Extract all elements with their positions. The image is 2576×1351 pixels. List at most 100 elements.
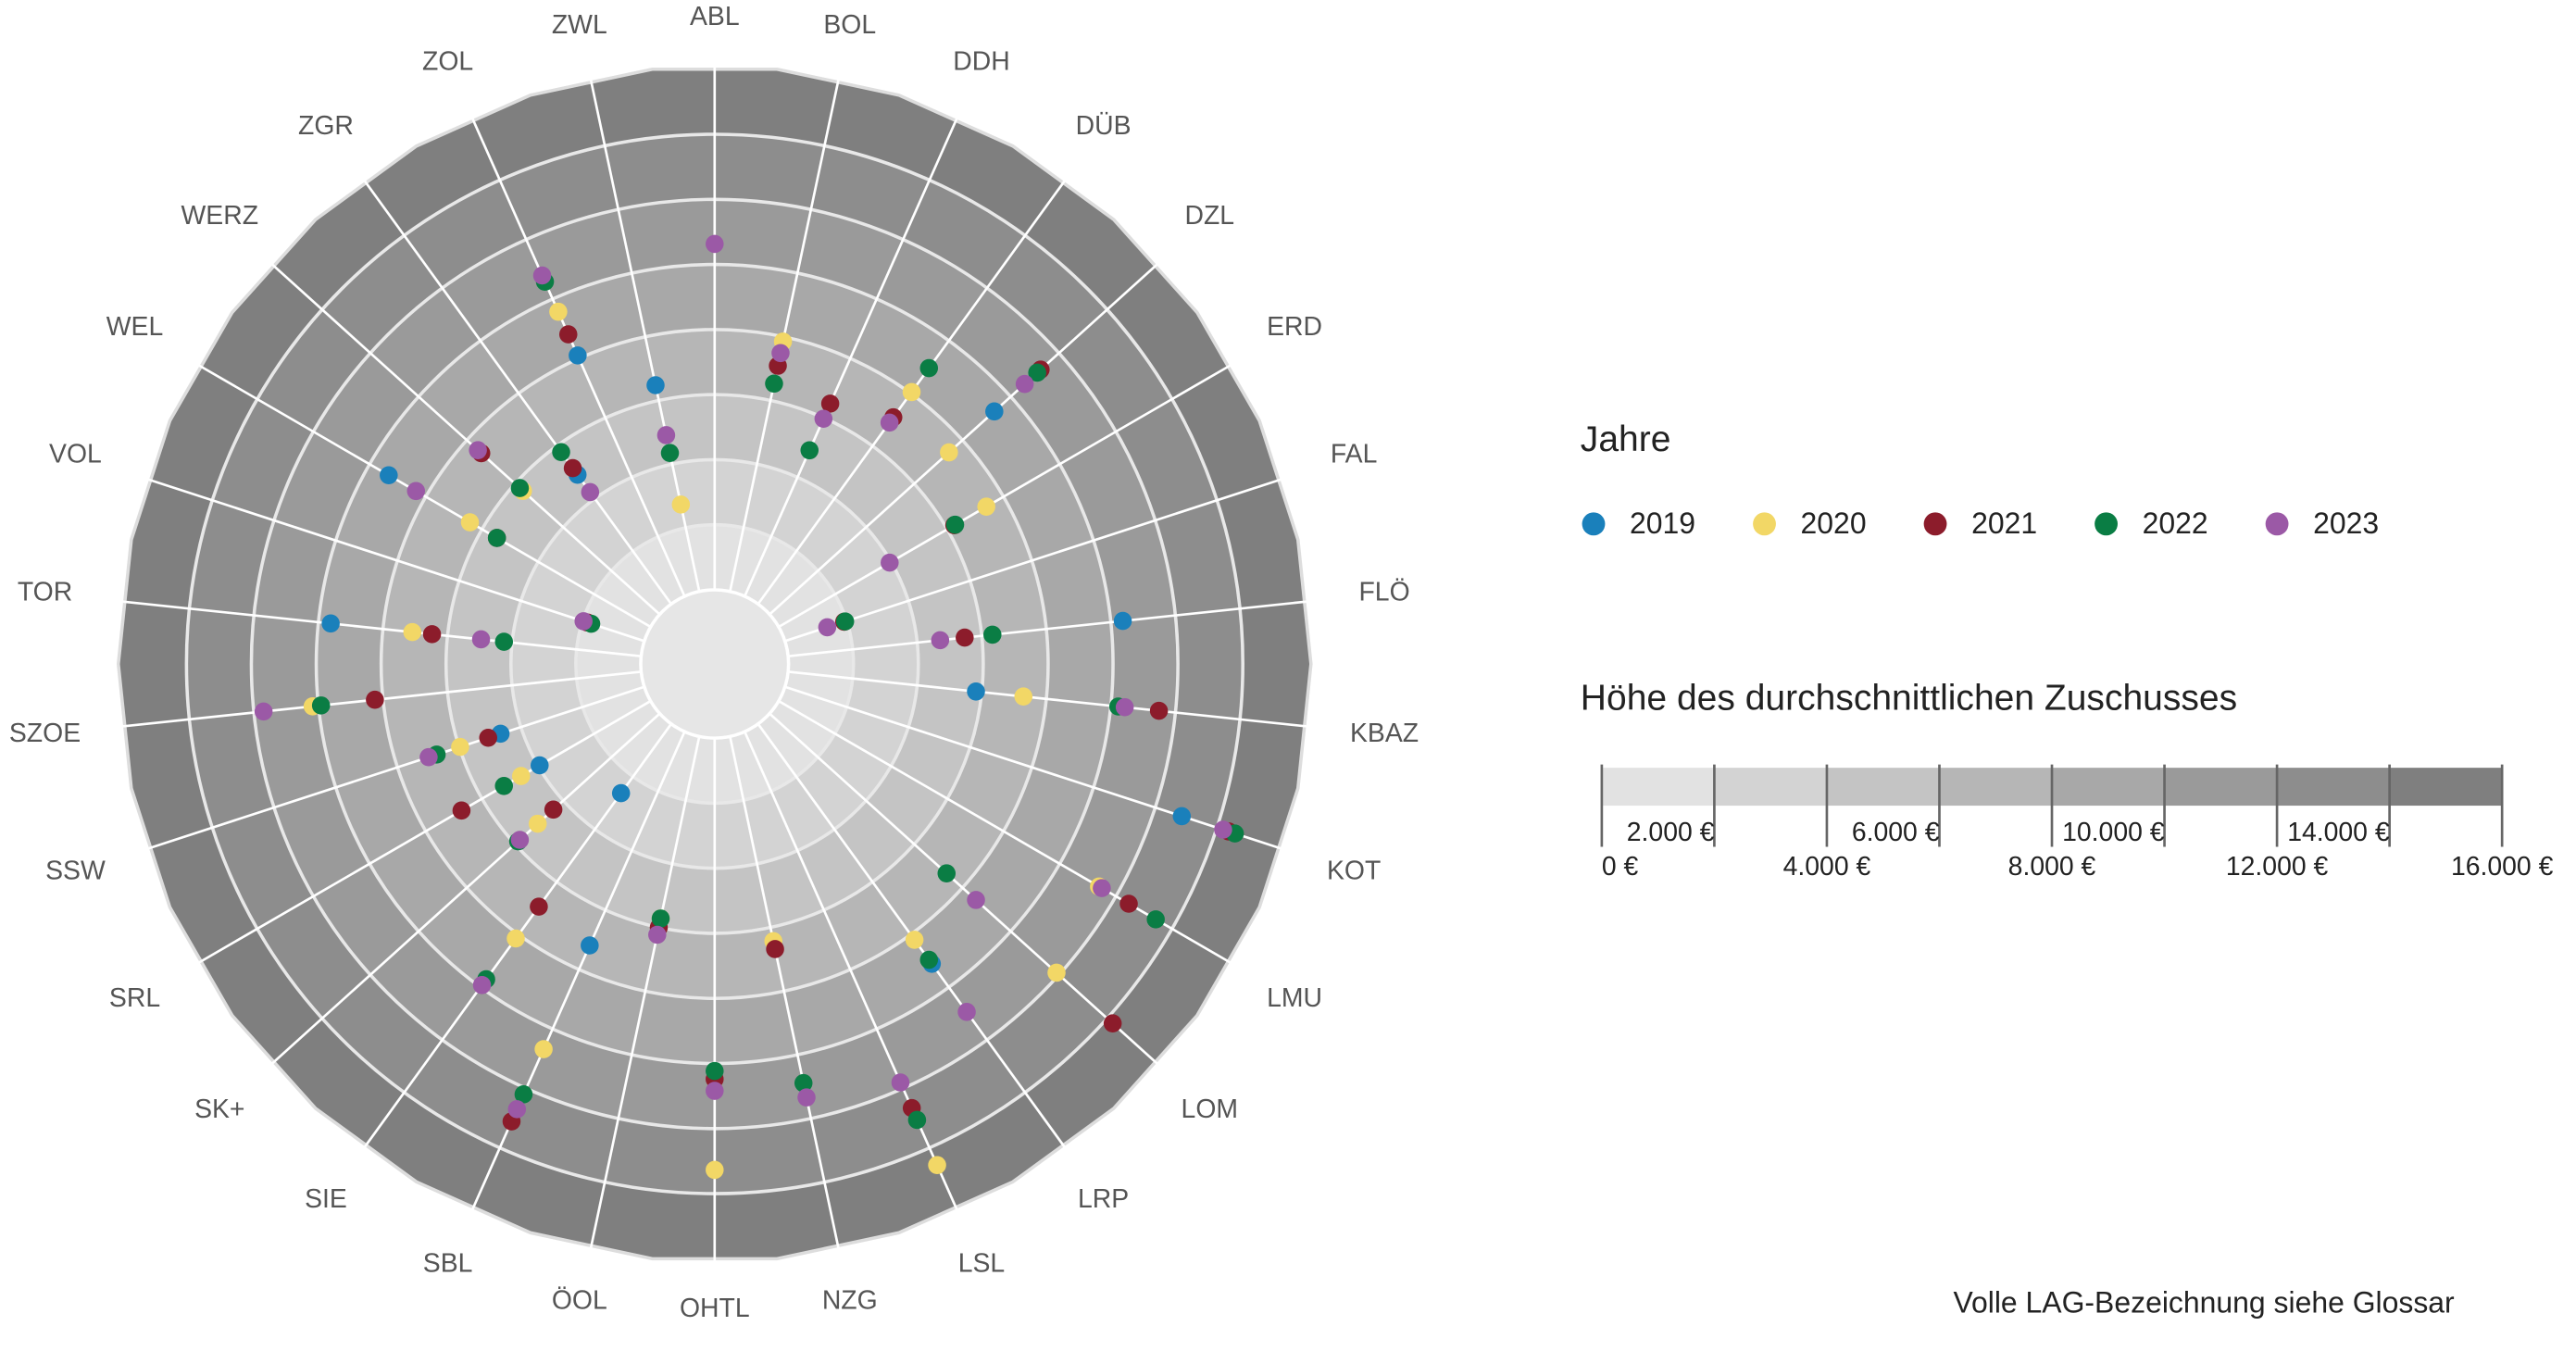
- category-label: WERZ: [181, 201, 259, 231]
- dot: [905, 931, 924, 949]
- dot: [771, 344, 790, 363]
- category-label: ZWL: [552, 10, 607, 40]
- category-label: SZOE: [9, 719, 81, 748]
- dot: [507, 1100, 527, 1119]
- dot: [552, 443, 570, 462]
- dot: [452, 801, 471, 820]
- scale-tick-label: 10.000 €: [2062, 818, 2165, 847]
- dot: [422, 625, 442, 644]
- dot: [1214, 820, 1232, 839]
- spoke: [589, 736, 701, 1250]
- category-label: SRL: [109, 983, 160, 1013]
- scale-band: [1714, 768, 1827, 807]
- spoke: [146, 478, 645, 643]
- legend-swatch: [1923, 512, 1947, 536]
- scale-title: Höhe des durchschnittlichen Zuschusses: [1581, 678, 2237, 718]
- dot: [985, 402, 1004, 421]
- dot: [907, 1110, 927, 1130]
- category-label: TOR: [18, 577, 72, 607]
- dot: [472, 976, 492, 994]
- category-label: SK+: [194, 1095, 244, 1124]
- legend-label: 2019: [1630, 507, 1695, 540]
- spoke: [197, 363, 652, 629]
- dot: [651, 909, 670, 928]
- scale-tick-label: 8.000 €: [2008, 852, 2096, 882]
- dot: [574, 612, 593, 631]
- dot: [419, 747, 438, 767]
- category-label: LOM: [1182, 1095, 1238, 1124]
- dot: [510, 831, 530, 849]
- dot: [1113, 611, 1132, 631]
- dot: [460, 513, 480, 532]
- dot: [937, 864, 957, 882]
- dot: [1103, 1014, 1122, 1033]
- dot: [406, 482, 426, 501]
- dot: [814, 409, 833, 429]
- scale-tick-label: 6.000 €: [1852, 818, 1940, 847]
- scale-band: [2052, 768, 2165, 807]
- spoke: [769, 262, 1159, 616]
- dot: [581, 936, 599, 955]
- category-label: WEL: [106, 312, 163, 342]
- dot: [514, 1085, 533, 1104]
- dot: [487, 529, 506, 547]
- category-label: ÖOL: [552, 1285, 607, 1315]
- dot: [765, 374, 783, 394]
- scale-band: [2277, 768, 2390, 807]
- dot: [506, 929, 525, 948]
- spoke: [146, 685, 645, 850]
- dot: [891, 1073, 910, 1092]
- scale-tick-label: 4.000 €: [1783, 852, 1871, 882]
- dot: [928, 1156, 946, 1175]
- dot: [1146, 910, 1165, 929]
- spoke: [788, 670, 1308, 728]
- category-label: KOT: [1327, 856, 1381, 885]
- dot: [956, 628, 974, 647]
- dot: [967, 682, 985, 701]
- dot: [1015, 374, 1034, 394]
- legend-label: 2022: [2143, 507, 2208, 540]
- dot: [1149, 701, 1169, 720]
- dot: [1028, 363, 1046, 382]
- legend-swatch: [2095, 512, 2118, 536]
- dot: [940, 443, 958, 462]
- legend-swatch: [1582, 512, 1606, 536]
- scale-band: [2164, 768, 2278, 807]
- dot: [835, 612, 855, 631]
- dot: [671, 495, 691, 514]
- dot: [563, 458, 582, 478]
- scale-tick-label: 2.000 €: [1627, 818, 1715, 847]
- dot: [471, 630, 491, 649]
- dot: [549, 302, 568, 321]
- spoke: [778, 363, 1232, 629]
- dot: [534, 1040, 553, 1058]
- dot: [1115, 697, 1134, 717]
- dot: [558, 325, 578, 344]
- hole: [639, 588, 791, 740]
- scale-band: [1939, 768, 2053, 807]
- dot: [311, 696, 331, 715]
- dot: [880, 413, 899, 432]
- spoke: [744, 731, 958, 1211]
- dot: [881, 553, 899, 572]
- dot: [931, 631, 950, 650]
- dot: [902, 382, 921, 402]
- dot: [706, 1061, 724, 1081]
- category-label: SSW: [45, 856, 106, 885]
- dot: [1014, 687, 1033, 706]
- spoke: [769, 712, 1159, 1066]
- spoke: [270, 262, 661, 616]
- category-label: LSL: [958, 1249, 1005, 1279]
- dot: [794, 1073, 813, 1093]
- dot: [1047, 963, 1066, 982]
- dot: [544, 800, 563, 819]
- dot: [581, 482, 600, 502]
- dot: [510, 479, 530, 497]
- dot: [983, 625, 1002, 644]
- category-label: ZGR: [298, 111, 354, 141]
- category-label: DZL: [1184, 201, 1234, 231]
- dot: [403, 622, 422, 642]
- dot: [528, 814, 547, 833]
- dot: [321, 614, 340, 633]
